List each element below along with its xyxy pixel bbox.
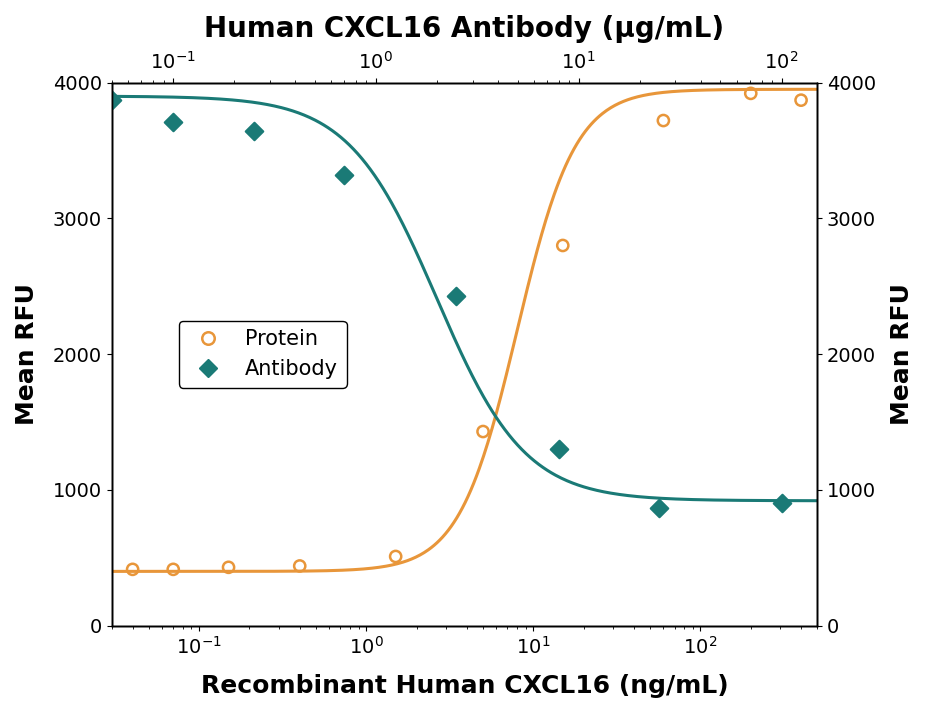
Point xyxy=(870,490,884,501)
Point xyxy=(551,443,566,455)
Y-axis label: Mean RFU: Mean RFU xyxy=(889,283,913,425)
Point xyxy=(793,94,807,106)
Point xyxy=(555,240,570,251)
Point xyxy=(165,116,180,128)
Point xyxy=(125,564,140,575)
Y-axis label: Mean RFU: Mean RFU xyxy=(15,283,39,425)
Legend: Protein, Antibody: Protein, Antibody xyxy=(178,321,346,388)
Point xyxy=(221,562,236,573)
Point xyxy=(165,564,180,575)
X-axis label: Human CXCL16 Antibody (μg/mL): Human CXCL16 Antibody (μg/mL) xyxy=(204,15,724,43)
Point xyxy=(655,115,670,126)
Point xyxy=(742,88,757,99)
Point xyxy=(651,502,666,513)
Point xyxy=(448,290,463,302)
Point xyxy=(104,94,119,106)
Point xyxy=(246,125,261,137)
Point xyxy=(773,498,788,509)
Point xyxy=(388,550,403,562)
Point xyxy=(292,560,307,572)
Point xyxy=(475,426,490,437)
Point xyxy=(337,169,352,180)
X-axis label: Recombinant Human CXCL16 (ng/mL): Recombinant Human CXCL16 (ng/mL) xyxy=(200,674,728,698)
